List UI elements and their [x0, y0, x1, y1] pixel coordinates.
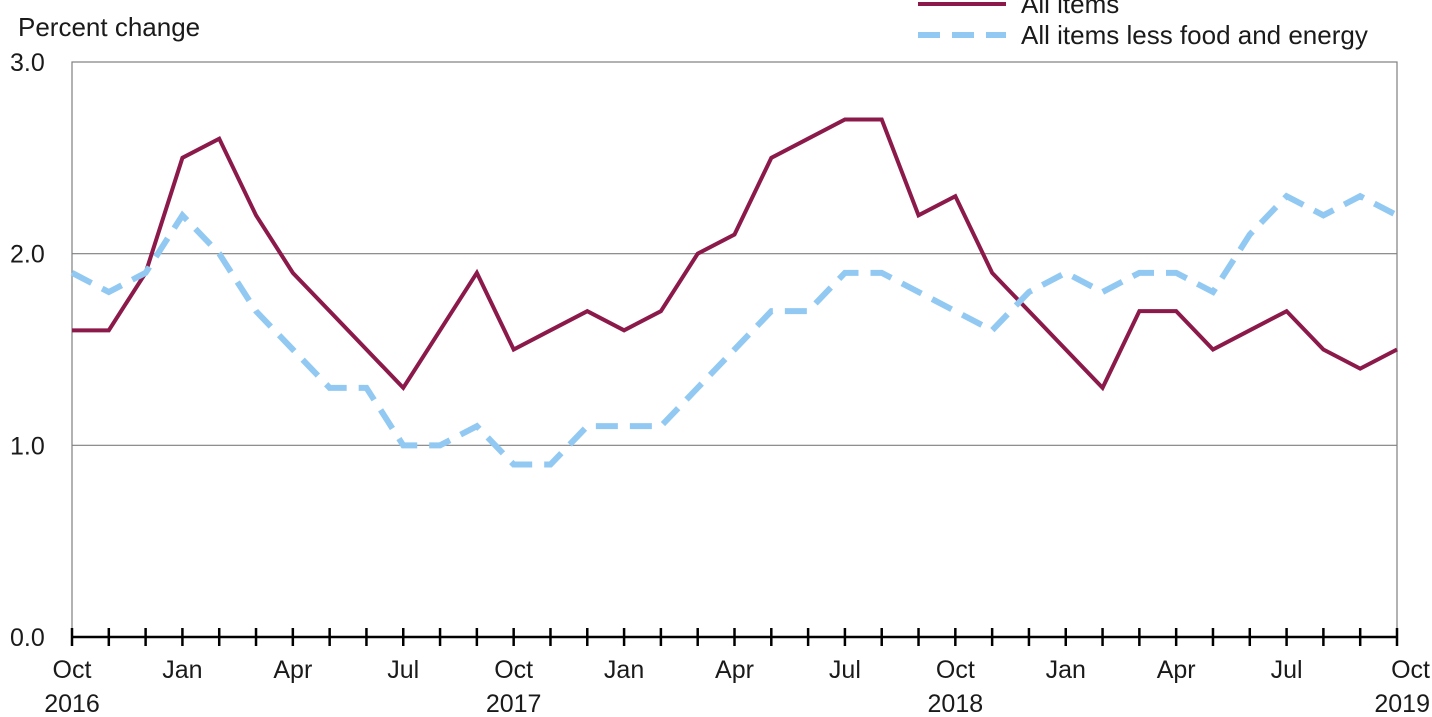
gridlines: [72, 253, 1397, 446]
y-tick-labels: 0.0 1.0 2.0 3.0: [10, 49, 45, 652]
x-tick-label: Oct: [53, 656, 92, 684]
y-tick-label: 1.0: [10, 432, 45, 460]
x-tick-year-label: 2017: [486, 690, 542, 717]
x-tick-label: Apr: [1157, 656, 1196, 684]
y-axis-title: Percent change: [18, 12, 200, 42]
legend-label: All items: [1021, 0, 1119, 19]
x-tick-label: Oct: [936, 656, 975, 684]
x-tick-label: Jan: [1046, 656, 1086, 684]
x-tick-label: Jul: [1271, 656, 1303, 684]
x-tick-year-label: 2016: [44, 690, 100, 717]
x-ticks: Oct 2016 Jan Apr Jul Oct 2017 Jan Apr Jul Oct 2018 J…: [44, 628, 1430, 717]
x-tick-year-label: 2019: [1374, 690, 1430, 717]
y-tick-label: 2.0: [10, 241, 45, 269]
x-tick-label: Apr: [715, 656, 754, 684]
x-tick-label: Jul: [829, 656, 861, 684]
y-tick-label: 0.0: [10, 624, 45, 652]
x-tick-label: Oct: [494, 656, 533, 684]
series-line-core: [70, 192, 1399, 468]
legend-label: All items less food and energy: [1021, 20, 1368, 50]
series-line-all-items: [72, 117, 1398, 392]
x-tick-label: Apr: [273, 656, 312, 684]
series-lines: [70, 117, 1399, 468]
x-tick-label: Jan: [604, 656, 644, 684]
x-tick-year-label: 2018: [928, 690, 984, 717]
y-tick-label: 3.0: [10, 49, 45, 77]
x-tick-label: Oct: [1391, 656, 1430, 684]
x-tick-label: Jul: [387, 656, 419, 684]
x-tick-label: Jan: [162, 656, 202, 684]
